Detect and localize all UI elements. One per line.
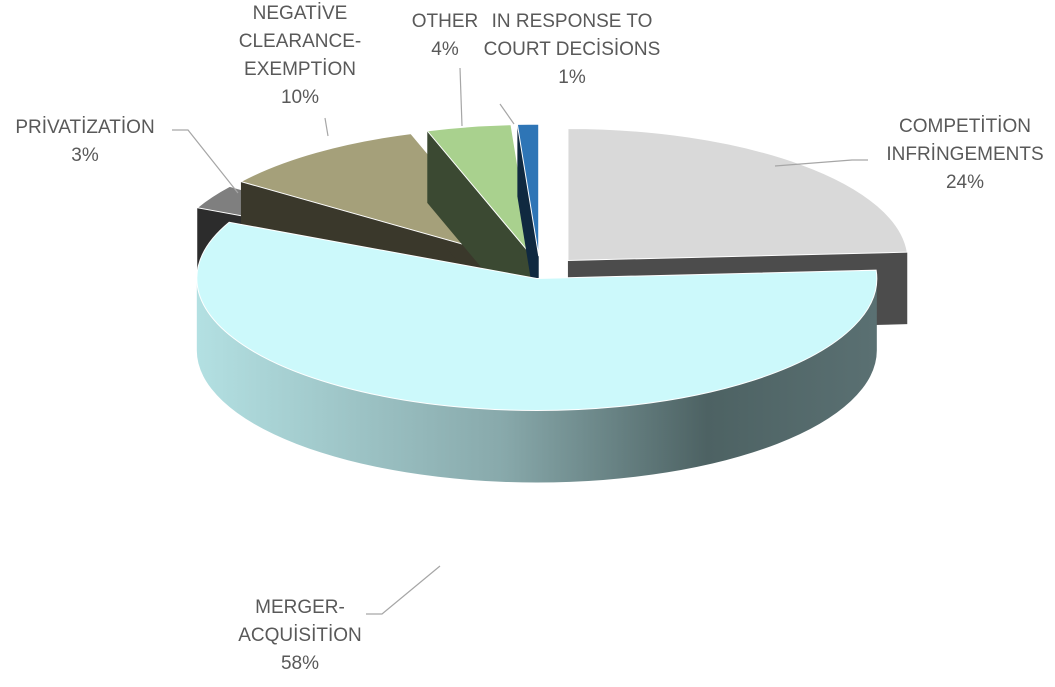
slice bbox=[516, 123, 540, 257]
leader-line bbox=[324, 117, 329, 137]
value-label: 3% bbox=[71, 145, 99, 166]
slice-wall bbox=[196, 278, 877, 483]
slice bbox=[426, 124, 534, 259]
leader-line bbox=[366, 565, 441, 615]
data-label: MERGER-ACQUİSİTİON 58% bbox=[225, 594, 375, 678]
data-label: PRİVATİZATİON 3% bbox=[0, 114, 185, 170]
category-label: COMPETİTİON INFRİNGEMENTS bbox=[886, 116, 1044, 165]
slice bbox=[239, 133, 518, 261]
value-label: 10% bbox=[280, 87, 320, 108]
value-label: 4% bbox=[431, 39, 459, 60]
value-label: 58% bbox=[280, 653, 320, 674]
slices bbox=[196, 123, 908, 483]
leader-line bbox=[459, 67, 463, 127]
leader-line bbox=[774, 159, 868, 167]
category-label: PRİVATİZATİON bbox=[15, 117, 155, 138]
data-label: OTHER 4% bbox=[395, 8, 495, 64]
slice bbox=[196, 221, 878, 411]
data-label: IN RESPONSE TO COURT DECİSİONS 1% bbox=[477, 8, 667, 92]
slice bbox=[567, 127, 908, 261]
data-label: NEGATİVE CLEARANCE-EXEMPTİON 10% bbox=[225, 0, 375, 112]
data-label: COMPETİTİON INFRİNGEMENTS 24% bbox=[860, 113, 1055, 197]
value-label: 1% bbox=[558, 67, 586, 88]
leader-line bbox=[172, 129, 239, 194]
leader-lines bbox=[172, 67, 868, 615]
value-label: 24% bbox=[945, 172, 985, 193]
category-label: MERGER-ACQUİSİTİON bbox=[238, 597, 362, 646]
leader-line bbox=[499, 103, 515, 125]
slice-side bbox=[517, 124, 539, 329]
category-label: OTHER bbox=[411, 11, 479, 32]
category-label: NEGATİVE CLEARANCE-EXEMPTİON bbox=[238, 3, 362, 80]
category-label: IN RESPONSE TO COURT DECİSİONS bbox=[483, 11, 661, 60]
